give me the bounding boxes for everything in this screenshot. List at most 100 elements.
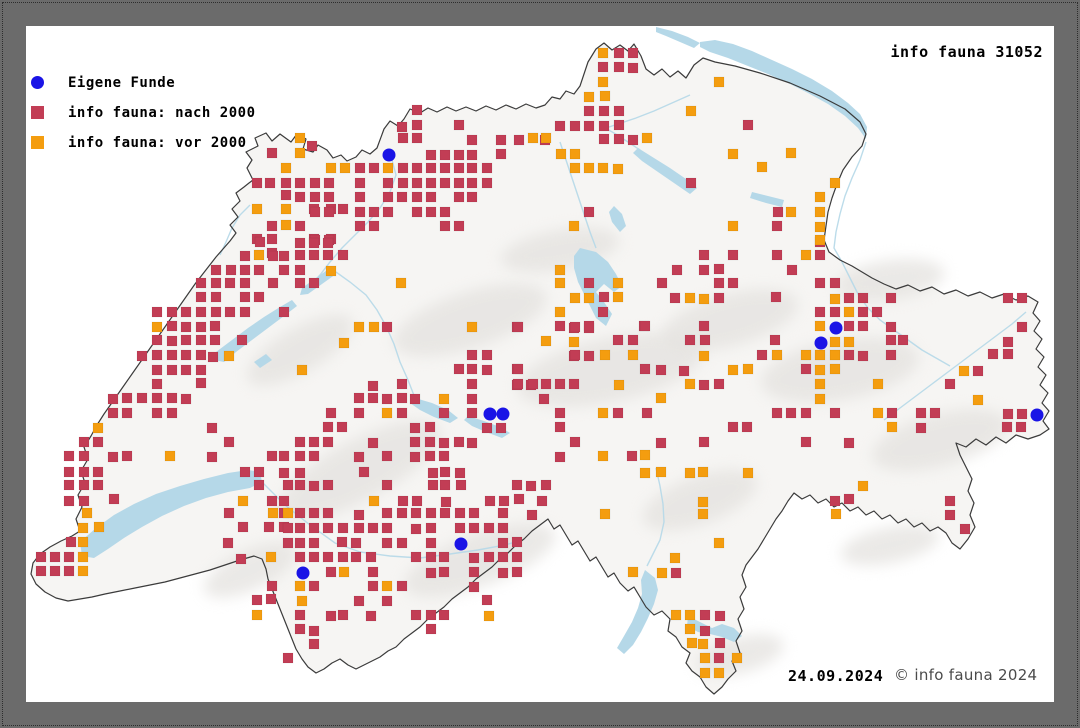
- river-line: [559, 141, 597, 249]
- record-square-red: [325, 407, 337, 419]
- record-square-red: [454, 522, 466, 534]
- record-square-red: [92, 479, 104, 491]
- record-square-red: [771, 220, 783, 232]
- record-square-red: [294, 522, 306, 534]
- record-square-red: [411, 104, 423, 116]
- record-square-red: [409, 451, 421, 463]
- record-square-red: [612, 407, 624, 419]
- record-square-red: [714, 610, 726, 622]
- record-square-red: [381, 595, 393, 607]
- record-square-orange: [684, 609, 696, 621]
- record-square-orange: [800, 249, 812, 261]
- record-square-red: [713, 277, 725, 289]
- record-square-red: [322, 522, 334, 534]
- record-square-orange: [857, 480, 869, 492]
- record-square-orange: [569, 148, 581, 160]
- record-square-red: [239, 264, 251, 276]
- record-square-orange: [267, 507, 279, 519]
- lake-shape: [617, 570, 658, 654]
- record-square-red: [206, 422, 218, 434]
- record-square-red: [382, 206, 394, 218]
- record-square-red: [554, 120, 566, 132]
- country-border: [30, 42, 1050, 695]
- record-square-red: [209, 334, 221, 346]
- record-square-red: [353, 595, 365, 607]
- record-square-red: [598, 291, 610, 303]
- record-square-red: [136, 392, 148, 404]
- record-square-red: [278, 450, 290, 462]
- record-square-red: [425, 537, 437, 549]
- record-square-red: [425, 522, 437, 534]
- record-square-red: [151, 378, 163, 390]
- record-square-red: [627, 334, 639, 346]
- record-square-orange: [785, 206, 797, 218]
- record-square-red: [337, 249, 349, 261]
- legend-label: info fauna: nach 2000: [68, 105, 256, 121]
- record-square-red: [513, 493, 525, 505]
- record-square-red: [278, 264, 290, 276]
- record-square-red: [987, 348, 999, 360]
- river-line: [883, 311, 1027, 421]
- relief-blob: [246, 314, 354, 386]
- record-square-red: [424, 436, 436, 448]
- record-square-red: [180, 321, 192, 333]
- record-square-red: [439, 220, 451, 232]
- record-square-orange: [223, 350, 235, 362]
- record-square-red: [468, 581, 480, 593]
- record-square-red: [554, 378, 566, 390]
- record-square-red: [397, 162, 409, 174]
- record-square-red: [180, 364, 192, 376]
- own-finding-dot: [1030, 408, 1044, 422]
- record-square-red: [325, 566, 337, 578]
- record-square-red: [411, 177, 423, 189]
- record-square-orange: [800, 349, 812, 361]
- record-square-red: [857, 292, 869, 304]
- record-square-red: [253, 264, 265, 276]
- record-square-red: [410, 551, 422, 563]
- record-square-red: [857, 306, 869, 318]
- orange-square-icon: [31, 136, 44, 149]
- record-square-red: [466, 378, 478, 390]
- record-square-red: [411, 162, 423, 174]
- record-square-red: [613, 133, 625, 145]
- record-square-orange: [483, 610, 495, 622]
- record-square-red: [151, 364, 163, 376]
- record-square-orange: [814, 349, 826, 361]
- record-square-red: [655, 364, 667, 376]
- record-square-red: [915, 407, 927, 419]
- record-square-red: [959, 523, 971, 535]
- record-square-red: [264, 177, 276, 189]
- record-square-red: [224, 277, 236, 289]
- record-square-red: [495, 134, 507, 146]
- record-square-red: [885, 349, 897, 361]
- river-line: [261, 481, 523, 559]
- record-square-red: [425, 177, 437, 189]
- record-square-red: [411, 206, 423, 218]
- record-square-orange: [697, 638, 709, 650]
- page-title: info fauna 31052: [890, 43, 1043, 61]
- record-square-red: [1016, 321, 1028, 333]
- record-square-red: [569, 436, 581, 448]
- record-square-red: [800, 407, 812, 419]
- record-square-red: [410, 507, 422, 519]
- record-square-orange: [599, 349, 611, 361]
- record-square-red: [424, 450, 436, 462]
- record-square-orange: [282, 507, 294, 519]
- record-square-red: [438, 609, 450, 621]
- record-square-red: [498, 495, 510, 507]
- record-square-red: [382, 191, 394, 203]
- record-square-red: [63, 551, 75, 563]
- record-square-red: [425, 206, 437, 218]
- record-square-orange: [771, 349, 783, 361]
- record-square-red: [353, 509, 365, 521]
- record-square-red: [569, 120, 581, 132]
- record-square-red: [265, 593, 277, 605]
- record-square-red: [742, 119, 754, 131]
- record-square-red: [655, 437, 667, 449]
- record-square-orange: [381, 580, 393, 592]
- record-square-orange: [77, 551, 89, 563]
- record-square-red: [353, 451, 365, 463]
- record-square-red: [843, 349, 855, 361]
- record-square-red: [266, 147, 278, 159]
- record-square-orange: [583, 292, 595, 304]
